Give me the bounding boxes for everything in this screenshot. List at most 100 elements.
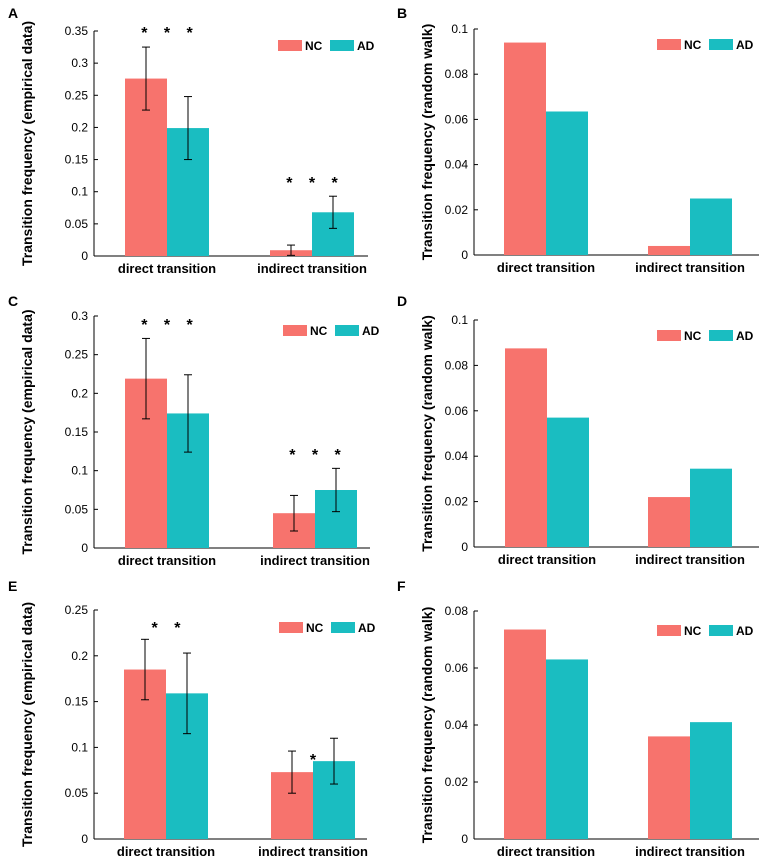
y-tick-label: 0.02 bbox=[445, 203, 469, 217]
bar-ad-indirect bbox=[690, 198, 732, 255]
y-tick-label: 0 bbox=[461, 832, 468, 846]
y-tick-label: 0.04 bbox=[445, 718, 469, 732]
y-tick-label: 0.02 bbox=[445, 775, 469, 789]
legend-label-ad: AD bbox=[357, 39, 375, 53]
y-tick-label: 0 bbox=[81, 541, 88, 555]
legend-swatch-nc bbox=[279, 622, 303, 633]
significance-stars: * * * bbox=[286, 175, 344, 192]
y-tick-label: 0.1 bbox=[451, 22, 468, 36]
legend-swatch-nc bbox=[278, 40, 302, 51]
x-category-label: indirect transition bbox=[258, 844, 368, 859]
x-category-label: direct transition bbox=[497, 844, 595, 859]
significance-stars: * * * bbox=[141, 25, 199, 42]
legend-swatch-ad bbox=[330, 40, 354, 51]
legend-swatch-ad bbox=[331, 622, 355, 633]
y-tick-label: 0.1 bbox=[71, 464, 88, 478]
y-axis-title: Transition frequency (empirical data) bbox=[19, 21, 35, 266]
panel-letter: A bbox=[8, 5, 18, 21]
x-category-label: indirect transition bbox=[635, 260, 745, 275]
y-axis-title: Transition frequency (empirical data) bbox=[19, 602, 35, 847]
bar-ad-indirect bbox=[690, 468, 732, 547]
y-tick-label: 0.06 bbox=[445, 661, 469, 675]
y-tick-label: 0 bbox=[81, 832, 88, 846]
x-category-label: direct transition bbox=[118, 261, 216, 276]
y-tick-label: 0.08 bbox=[445, 604, 469, 618]
panel-d: D Transition frequency (random walk) 0 0.02… bbox=[397, 293, 759, 567]
y-tick-label: 0.06 bbox=[445, 404, 469, 418]
y-axis-title: Transition frequency (random walk) bbox=[419, 24, 435, 261]
y-tick-label: 0.3 bbox=[71, 309, 88, 323]
significance-stars: * * * bbox=[289, 447, 347, 464]
y-tick-label: 0.2 bbox=[71, 120, 88, 134]
y-tick-label: 0.25 bbox=[65, 88, 89, 102]
x-category-label: indirect transition bbox=[635, 552, 745, 567]
panel-letter: C bbox=[8, 293, 18, 309]
y-tick-label: 0.35 bbox=[65, 24, 89, 38]
bar-nc-indirect bbox=[648, 245, 690, 255]
x-category-label: direct transition bbox=[117, 844, 215, 859]
y-tick-label: 0.1 bbox=[451, 313, 468, 327]
legend-label-nc: NC bbox=[684, 329, 702, 343]
bar-nc-indirect bbox=[648, 736, 690, 839]
y-tick-label: 0.04 bbox=[445, 158, 469, 172]
bar-ad-direct bbox=[546, 659, 588, 839]
significance-stars: * * * bbox=[141, 317, 199, 334]
y-axis-title: Transition frequency (random walk) bbox=[419, 607, 435, 844]
y-tick-label: 0.2 bbox=[71, 386, 88, 400]
x-category-label: indirect transition bbox=[257, 261, 367, 276]
x-category-label: direct transition bbox=[497, 260, 595, 275]
panel-letter: E bbox=[8, 578, 17, 594]
y-axis-title: Transition frequency (empirical data) bbox=[19, 309, 35, 554]
legend-label-ad: AD bbox=[736, 624, 754, 638]
legend-label-nc: NC bbox=[305, 39, 323, 53]
y-tick-label: 0.02 bbox=[445, 495, 469, 509]
y-tick-label: 0.3 bbox=[71, 56, 88, 70]
legend-label-ad: AD bbox=[736, 38, 754, 52]
y-tick-label: 0.15 bbox=[65, 153, 89, 167]
legend-label-ad: AD bbox=[358, 621, 376, 635]
panel-letter: D bbox=[397, 293, 407, 309]
y-tick-label: 0.04 bbox=[445, 449, 469, 463]
bar-nc-direct bbox=[504, 42, 546, 256]
panel-letter: F bbox=[397, 578, 406, 594]
legend-swatch-ad bbox=[709, 625, 733, 636]
bar-nc-indirect bbox=[648, 497, 690, 547]
y-tick-label: 0.06 bbox=[445, 112, 469, 126]
legend-label-nc: NC bbox=[684, 38, 702, 52]
y-tick-label: 0.08 bbox=[445, 358, 469, 372]
panel-letter: B bbox=[397, 5, 407, 21]
x-category-label: direct transition bbox=[118, 553, 216, 568]
y-tick-label: 0.1 bbox=[71, 740, 88, 754]
y-tick-label: 0.15 bbox=[65, 425, 89, 439]
legend-label-ad: AD bbox=[362, 324, 380, 338]
bar-nc-direct bbox=[505, 348, 547, 547]
legend-swatch-ad bbox=[335, 325, 359, 336]
y-tick-label: 0.1 bbox=[71, 185, 88, 199]
legend-swatch-nc bbox=[657, 39, 681, 50]
bar-ad-indirect bbox=[690, 722, 732, 839]
y-tick-label: 0.05 bbox=[65, 786, 89, 800]
legend-swatch-nc bbox=[657, 330, 681, 341]
legend-label-nc: NC bbox=[306, 621, 324, 635]
y-tick-label: 0.25 bbox=[65, 348, 89, 362]
x-category-label: direct transition bbox=[498, 552, 596, 567]
legend-swatch-nc bbox=[283, 325, 307, 336]
panel-b: B Transition frequency (random walk) 0 0.02… bbox=[397, 5, 759, 275]
significance-stars: * bbox=[310, 752, 322, 769]
x-category-label: indirect transition bbox=[260, 553, 370, 568]
legend-swatch-ad bbox=[709, 330, 733, 341]
bar-ad-direct bbox=[547, 417, 589, 547]
legend-label-nc: NC bbox=[310, 324, 328, 338]
legend-label-nc: NC bbox=[684, 624, 702, 638]
legend-label-ad: AD bbox=[736, 329, 754, 343]
x-category-label: indirect transition bbox=[635, 844, 745, 859]
y-tick-label: 0 bbox=[461, 540, 468, 554]
y-tick-label: 0 bbox=[81, 249, 88, 263]
y-tick-label: 0.2 bbox=[71, 649, 88, 663]
y-axis-title: Transition frequency (random walk) bbox=[419, 315, 435, 552]
bar-nc-direct bbox=[504, 629, 546, 839]
